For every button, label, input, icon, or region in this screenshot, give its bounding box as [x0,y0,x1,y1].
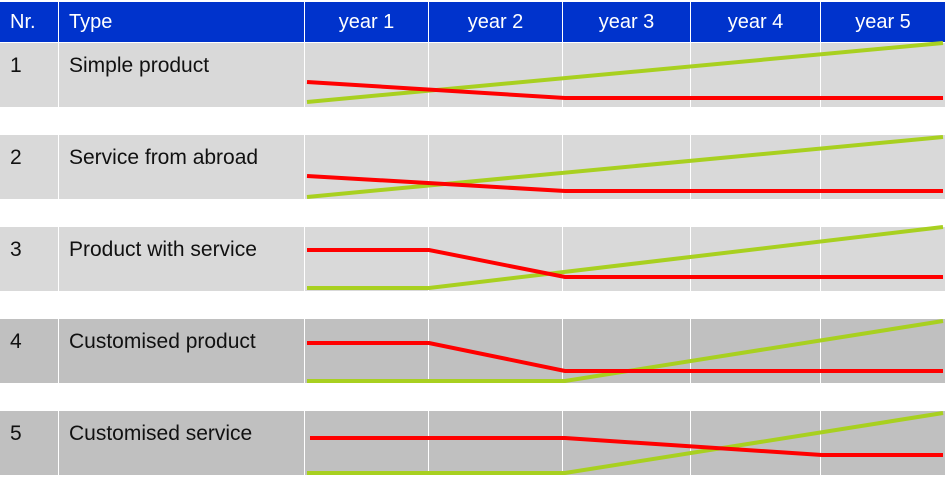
row-1-nr: 1 [0,43,58,107]
row-3-nr: 3 [0,227,58,291]
row-1-red-line [306,80,943,100]
row-3-green-line [307,225,944,290]
header-type-label: Type [69,11,113,33]
row-2-red-line [306,174,943,193]
row-5-green-line [307,411,944,475]
header-year-1: year 1 [305,2,428,42]
row-3-type: Product with service [59,227,304,291]
row-2-nr-label: 2 [10,146,22,169]
row-1-type-label: Simple product [69,54,210,77]
header-year-2-label: year 2 [467,11,524,33]
row-4-year-1 [305,319,428,383]
header-year-3-label: year 3 [598,11,655,33]
row-3-nr-label: 3 [10,238,22,261]
header-year-4: year 4 [691,2,820,42]
row-2-type: Service from abroad [59,135,304,199]
header-year-1-label: year 1 [338,11,395,33]
row-4-nr-label: 4 [10,330,22,353]
row-4-red-line [307,341,943,373]
header-year-2: year 2 [429,2,562,42]
header-type: Type [59,2,304,42]
row-4-type: Customised product [59,319,304,383]
header-year-3: year 3 [563,2,690,42]
header-nr: Nr. [0,2,58,42]
row-3-year-1 [305,227,428,291]
row-2-type-label: Service from abroad [69,146,259,169]
row-4-type-label: Customised product [69,330,256,353]
row-2-year-4 [691,135,820,199]
row-3-type-label: Product with service [69,238,257,261]
row-3-year-4 [691,227,820,291]
row-5-nr: 5 [0,411,58,475]
header-year-4-label: year 4 [727,11,784,33]
row-3-red-line [307,248,943,279]
row-4-nr: 4 [0,319,58,383]
header-nr-label: Nr. [10,11,36,33]
row-5-year-1 [305,411,428,475]
row-5-year-2 [429,411,562,475]
row-5-nr-label: 5 [10,422,22,445]
row-4-green-line [307,319,944,383]
row-5-type: Customised service [59,411,304,475]
row-1-type: Simple product [59,43,304,107]
row-2-nr: 2 [0,135,58,199]
row-5-red-line [310,436,943,457]
header-year-5-label: year 5 [855,11,911,33]
row-4-year-2 [429,319,562,383]
row-1-green-line [306,41,944,104]
header-year-5: year 5 [821,2,945,42]
row-1-nr-label: 1 [10,54,22,77]
row-5-type-label: Customised service [69,422,253,445]
row-2-green-line [306,135,944,199]
